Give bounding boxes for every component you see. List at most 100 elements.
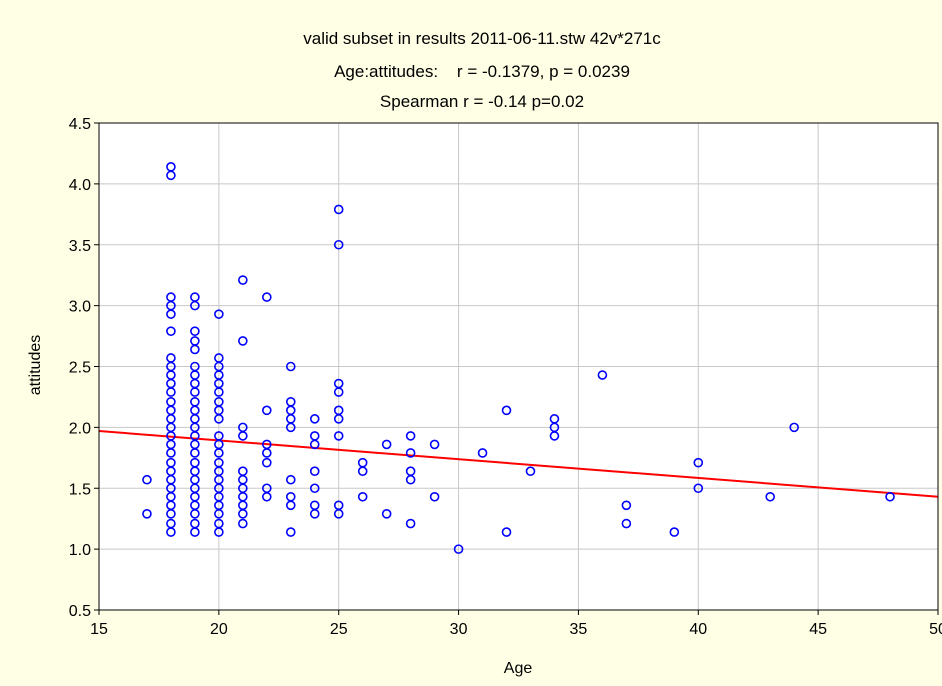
data-point — [261, 405, 272, 416]
y-tick-label: 2.5 — [69, 360, 91, 377]
x-tick-label: 45 — [809, 621, 827, 638]
data-point — [190, 292, 200, 302]
data-point — [238, 336, 248, 346]
data-point — [429, 491, 440, 502]
data-point — [166, 162, 176, 172]
data-point — [357, 457, 368, 468]
data-point — [333, 405, 344, 416]
data-point — [261, 292, 272, 302]
data-point — [190, 518, 200, 529]
data-point — [142, 474, 152, 485]
x-axis-label: Age — [504, 660, 533, 677]
data-point — [501, 527, 512, 537]
data-point — [333, 378, 344, 389]
data-point — [885, 491, 895, 502]
data-point — [693, 457, 704, 468]
y-axis-label: attitudes — [27, 335, 44, 395]
data-point — [405, 431, 416, 441]
data-point — [166, 292, 176, 302]
data-point — [166, 326, 176, 336]
data-point — [166, 397, 176, 407]
data-point — [261, 439, 272, 450]
y-tick-label: 3.0 — [69, 299, 91, 316]
chart-title: valid subset in results 2011-06-11.stw 4… — [303, 29, 661, 48]
data-point — [214, 309, 224, 319]
y-tick-label: 4.5 — [69, 116, 91, 133]
regression-line — [98, 430, 939, 498]
data-point — [309, 431, 320, 441]
data-point — [333, 500, 344, 511]
data-point — [285, 397, 296, 407]
regression-line-group — [98, 430, 939, 498]
data-point — [333, 239, 344, 250]
data-point — [669, 527, 680, 537]
x-tick-label: 35 — [570, 621, 588, 638]
data-point — [309, 483, 320, 494]
x-tick-label: 25 — [330, 621, 348, 638]
data-point — [214, 457, 224, 468]
x-tick-label: 40 — [689, 621, 707, 638]
y-tick-label: 1.5 — [69, 481, 91, 498]
data-point — [190, 397, 200, 407]
data-point — [166, 353, 176, 363]
x-tick-label: 50 — [929, 621, 942, 638]
data-point — [549, 414, 560, 424]
data-point — [214, 353, 224, 363]
data-point — [333, 204, 344, 215]
data-point — [261, 483, 272, 494]
y-tick-label: 1.0 — [69, 542, 91, 559]
y-tick-label: 2.0 — [69, 420, 91, 437]
data-point — [190, 326, 200, 336]
data-point — [238, 518, 248, 529]
grid-lines — [99, 123, 938, 610]
data-point — [477, 448, 488, 458]
data-point — [597, 370, 608, 380]
data-point — [357, 491, 368, 502]
data-point — [285, 361, 296, 372]
data-point — [309, 414, 320, 424]
y-tick-label: 4.0 — [69, 177, 91, 194]
data-point — [525, 466, 536, 477]
data-point — [333, 431, 344, 441]
chart-subtitle-spearman: Spearman r = -0.14 p=0.02 — [380, 92, 584, 111]
data-point — [285, 527, 296, 537]
data-points — [142, 162, 895, 554]
data-point — [405, 448, 416, 458]
data-point — [285, 474, 296, 485]
data-point — [381, 509, 392, 519]
data-point — [621, 518, 632, 529]
data-point — [238, 275, 248, 285]
data-point — [381, 439, 392, 450]
data-point — [166, 457, 176, 468]
data-point — [166, 518, 176, 529]
data-point — [405, 518, 416, 529]
data-point — [190, 457, 200, 468]
data-point — [789, 422, 799, 433]
data-point — [214, 518, 224, 529]
data-point — [405, 466, 416, 477]
data-point — [214, 431, 224, 441]
data-point — [261, 457, 272, 468]
x-tick-label: 30 — [450, 621, 468, 638]
chart-subtitle: Age:attitudes: r = -0.1379, p = 0.0239 — [334, 62, 630, 81]
data-point — [214, 397, 224, 407]
x-tick-label: 20 — [210, 621, 228, 638]
data-point — [621, 500, 632, 511]
data-point — [693, 483, 704, 494]
data-point — [142, 509, 152, 519]
data-point — [453, 544, 464, 554]
data-point — [429, 439, 440, 450]
y-tick-label: 0.5 — [69, 603, 91, 620]
data-point — [238, 422, 248, 433]
data-point — [501, 405, 512, 416]
axis-ticks: 15 20 25 30 35 40 45 50 0.5 1.0 1.5 2.0 2.5 3.0 3.5 4.0… — [69, 116, 942, 638]
data-point — [309, 466, 320, 477]
data-point — [309, 500, 320, 511]
data-point — [190, 336, 200, 346]
data-point — [285, 491, 296, 502]
x-tick-label: 15 — [90, 621, 108, 638]
y-tick-label: 3.5 — [69, 238, 91, 255]
data-point — [765, 491, 776, 502]
